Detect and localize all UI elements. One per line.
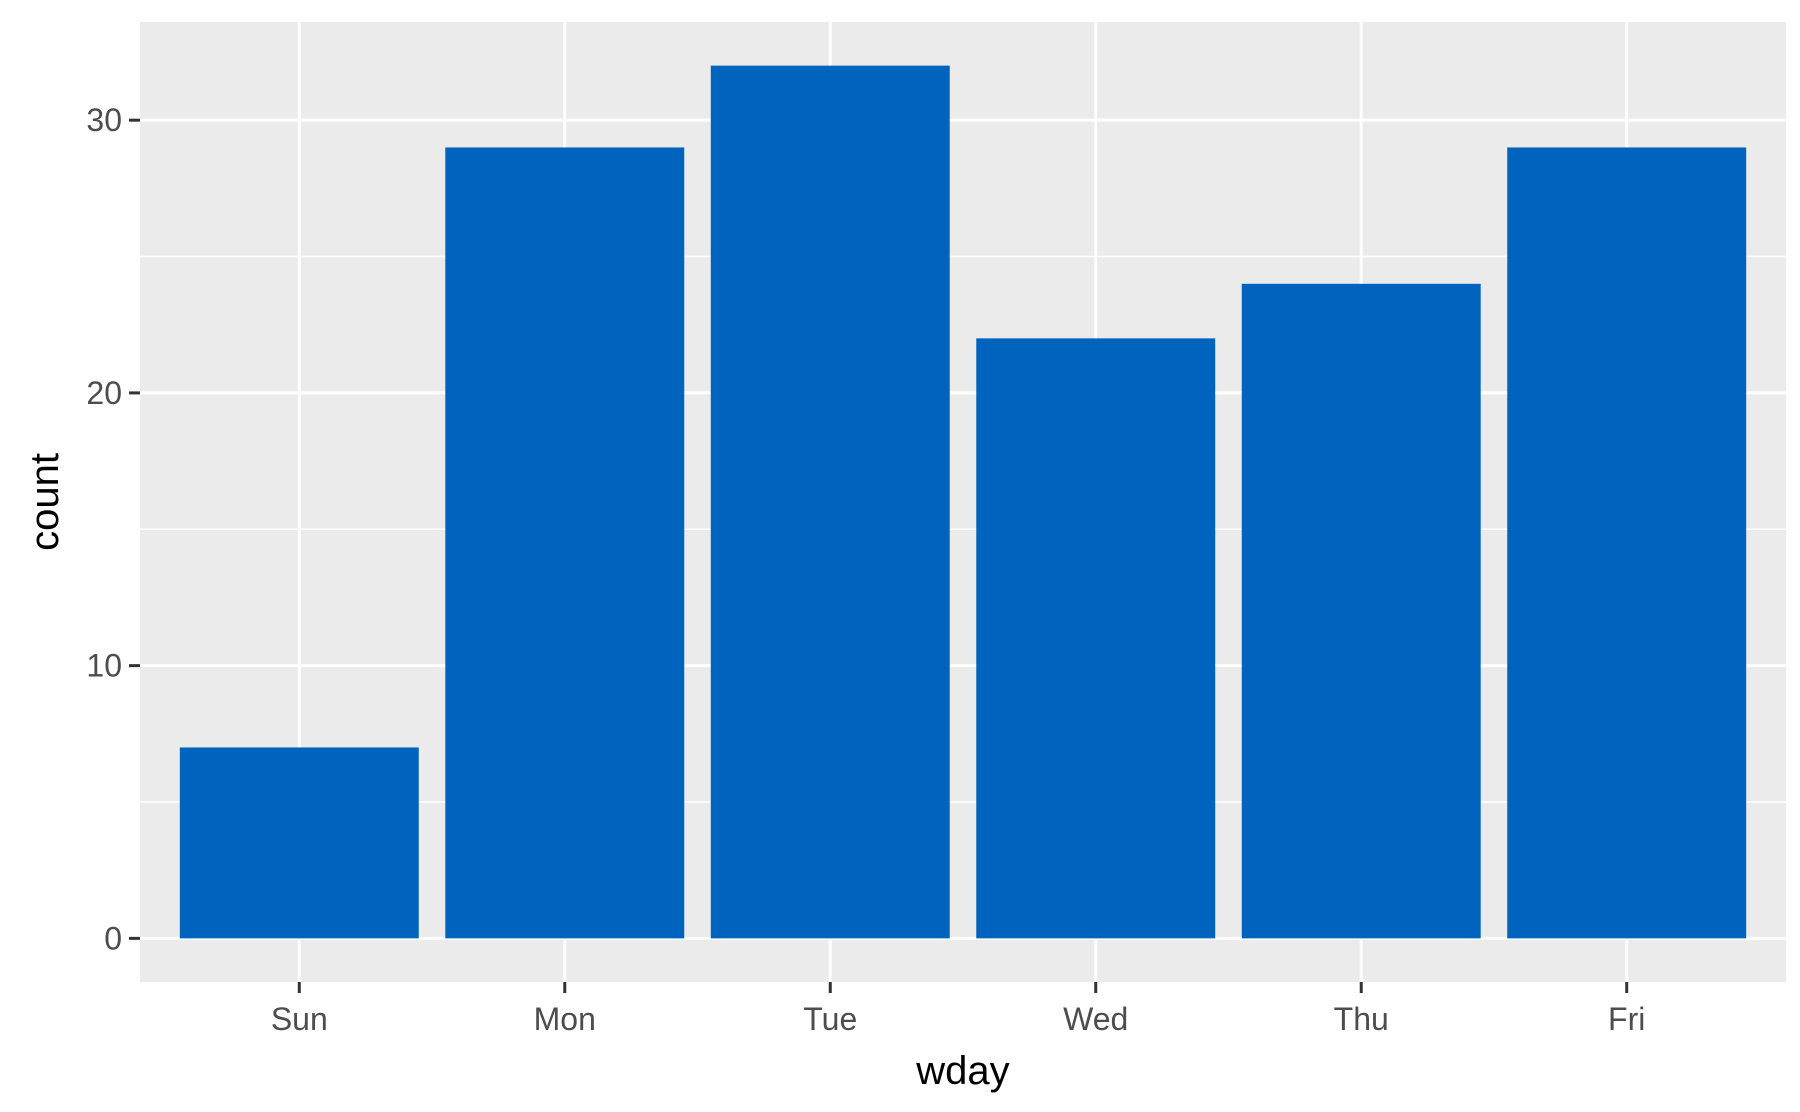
y-axis-title: count xyxy=(23,453,67,551)
y-tick-label: 10 xyxy=(86,648,122,684)
y-axis: 0 10 20 30 xyxy=(86,102,140,956)
x-tick-label: Sun xyxy=(271,1001,328,1037)
bar-tue xyxy=(710,65,950,939)
x-tick-label: Fri xyxy=(1608,1001,1645,1037)
x-axis: Sun Mon Tue Wed Thu Fri xyxy=(271,982,1645,1037)
x-tick-label: Tue xyxy=(803,1001,857,1037)
bar-fri xyxy=(1507,147,1747,939)
bar-mon xyxy=(445,147,685,939)
bars xyxy=(179,65,1747,939)
bar-wed xyxy=(976,338,1216,939)
x-tick-label: Thu xyxy=(1334,1001,1389,1037)
x-tick-label: Mon xyxy=(534,1001,596,1037)
y-tick-label: 30 xyxy=(86,102,122,138)
x-tick-label: Wed xyxy=(1063,1001,1128,1037)
bar-thu xyxy=(1241,283,1481,939)
x-axis-title: wday xyxy=(915,1049,1009,1093)
y-tick-label: 20 xyxy=(86,375,122,411)
y-tick-label: 0 xyxy=(104,920,122,956)
bar-sun xyxy=(179,747,419,939)
